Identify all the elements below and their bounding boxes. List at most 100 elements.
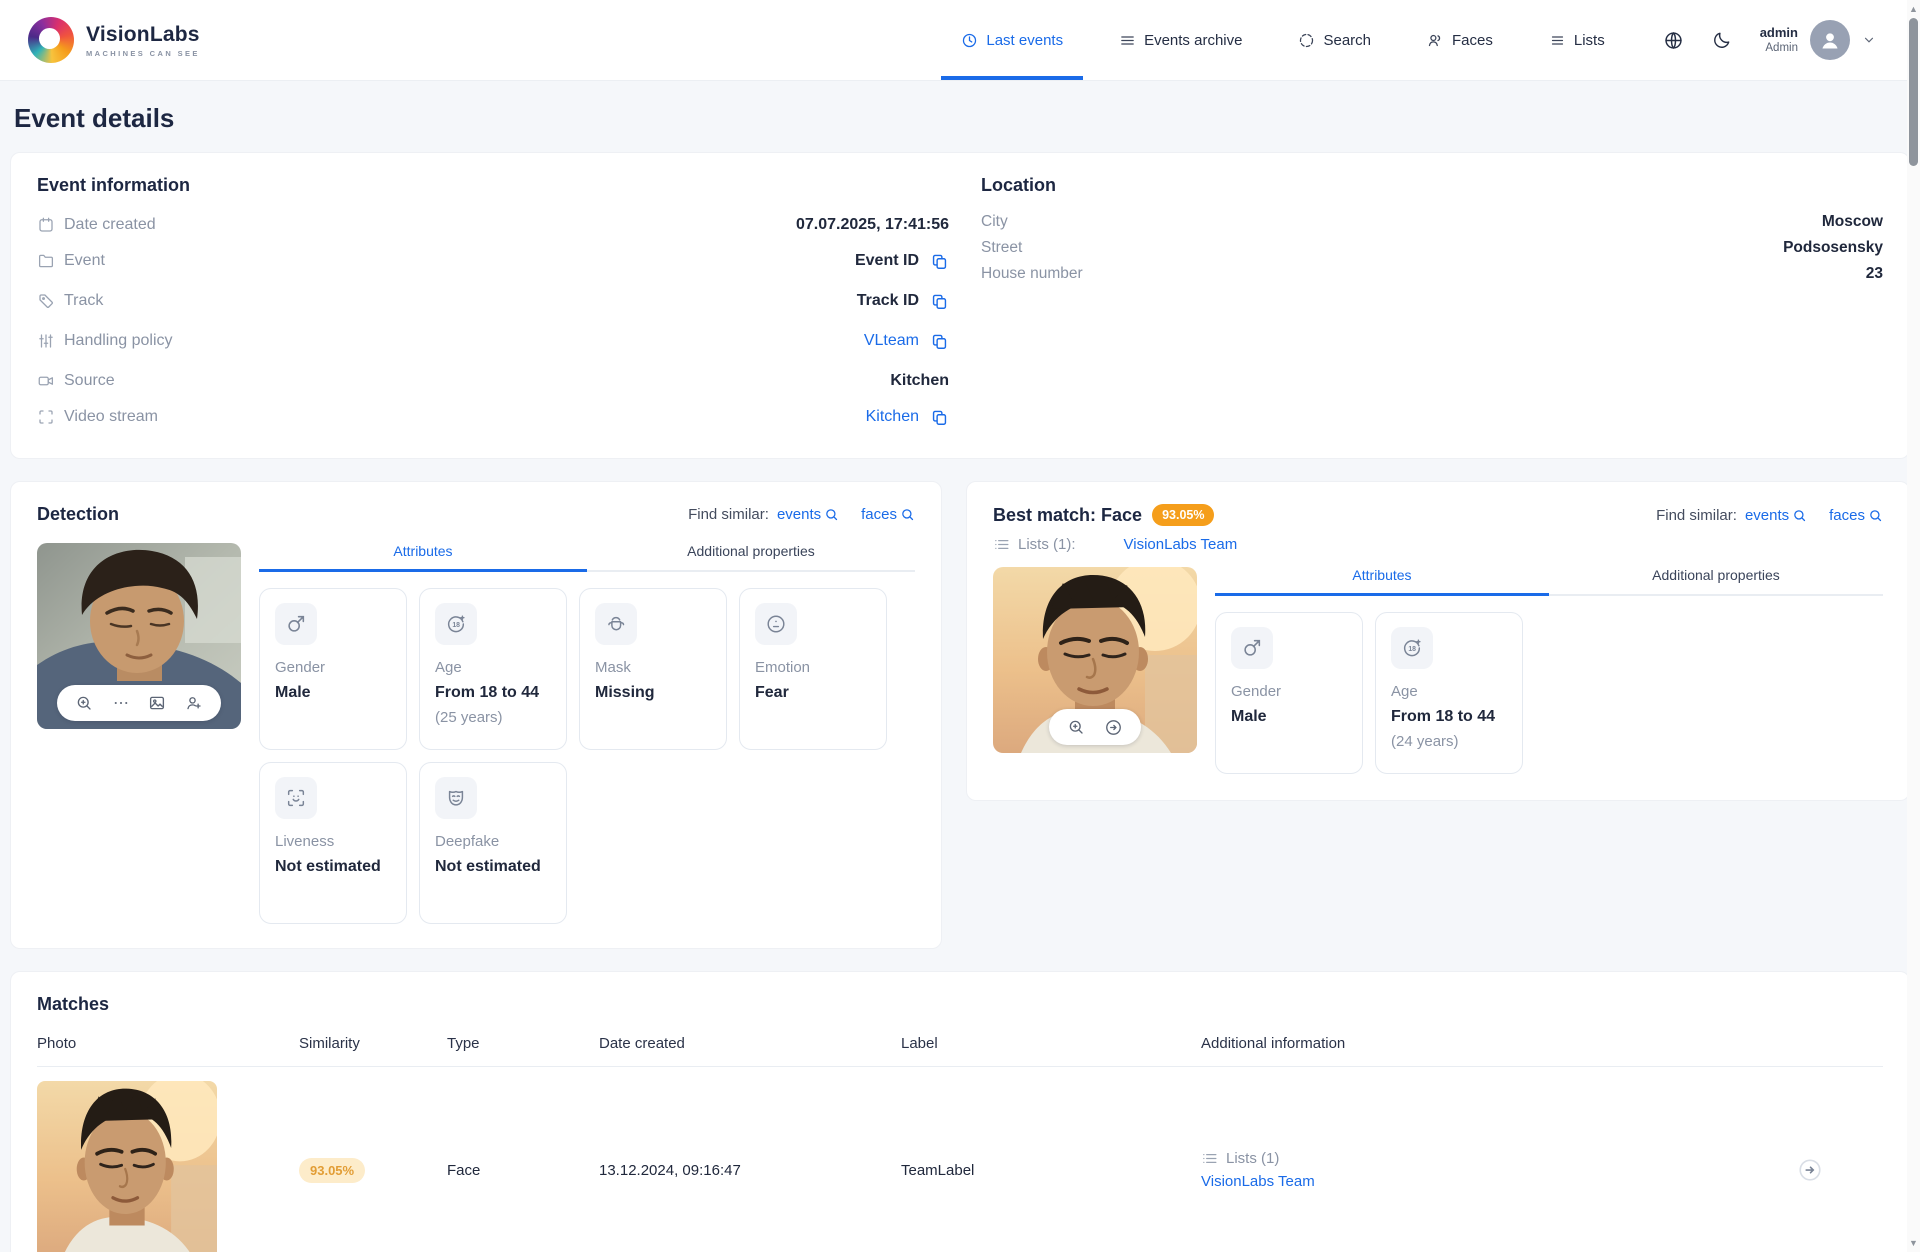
svg-text:18: 18 [452, 622, 460, 629]
dark-mode-moon-icon[interactable] [1712, 30, 1732, 50]
more-options-icon[interactable] [112, 694, 130, 712]
attr-value: Not estimated [275, 858, 381, 875]
go-to-icon[interactable] [1104, 718, 1123, 737]
scroll-up-arrow[interactable]: ▲ [1909, 4, 1918, 14]
match-label: TeamLabel [901, 1161, 975, 1179]
attr-value: Male [1231, 708, 1267, 725]
svg-text:18: 18 [1408, 646, 1416, 653]
column-header-date-created: Date created [599, 1035, 685, 1052]
attribute-card-deepfake: Deepfake Not estimated [419, 762, 567, 924]
handling-policy-link[interactable]: VLteam [863, 332, 919, 349]
scan-frame-icon [37, 408, 55, 426]
attribute-card-gender: Gender Male [1215, 612, 1363, 774]
magnifier-icon [1792, 508, 1807, 523]
match-table-row[interactable]: 93.05% Face 13.12.2024, 09:16:47 TeamLab… [37, 1067, 1883, 1252]
best-match-title: Best match: Face [993, 504, 1143, 525]
video-stream-link[interactable]: Kitchen [865, 408, 919, 425]
copy-icon[interactable] [930, 252, 949, 271]
attr-label: Age [1391, 683, 1418, 700]
location-row-city: City Moscow [981, 212, 1883, 232]
emotion-face-icon [755, 603, 797, 645]
match-type: Face [447, 1161, 481, 1179]
brand-name: VisionLabs [86, 22, 200, 46]
user-name: admin [1759, 24, 1798, 40]
tab-attributes[interactable]: Attributes [1215, 567, 1549, 596]
attr-label: Gender [275, 659, 326, 676]
detection-photo[interactable] [37, 543, 241, 729]
find-similar-faces-link[interactable]: faces [861, 506, 915, 523]
tab-additional-properties[interactable]: Additional properties [1652, 567, 1780, 583]
user-role: Admin [1765, 41, 1798, 54]
nav-label: Events archive [1144, 31, 1243, 49]
nav-tab-last-events[interactable]: Last events [941, 0, 1083, 80]
nav-label: Lists [1573, 31, 1605, 49]
copy-icon[interactable] [930, 408, 949, 427]
add-person-icon[interactable] [185, 694, 203, 712]
deepfake-mask-icon [435, 777, 477, 819]
matches-title: Matches [37, 994, 110, 1014]
match-photo[interactable] [37, 1081, 217, 1252]
visionlabs-team-link[interactable]: VisionLabs Team [1123, 536, 1238, 553]
language-globe-icon[interactable] [1663, 30, 1684, 51]
attr-value: Missing [595, 684, 655, 701]
info-row-track: Track Track ID [37, 288, 949, 314]
location-row-street: Street Podsosensky [981, 238, 1883, 258]
best-match-lists-line: Lists (1): VisionLabs Team [993, 536, 1883, 553]
street-value: Podsosensky [1783, 239, 1883, 256]
find-similar-label: Find similar: [1656, 506, 1737, 524]
tab-additional-properties[interactable]: Additional properties [687, 543, 815, 559]
attribute-card-age: 18 Age From 18 to 44 (25 years) [419, 588, 567, 750]
attr-label: Age [435, 659, 462, 676]
nav-tab-faces[interactable]: Faces [1427, 0, 1493, 80]
find-similar-faces-link[interactable]: faces [1829, 507, 1883, 524]
attribute-card-mask: Mask Missing [579, 588, 727, 750]
info-row-date-created: Date created 07.07.2025, 17:41:56 [37, 212, 949, 238]
location-title: Location [981, 175, 1056, 195]
attr-sub: (25 years) [435, 709, 503, 726]
image-icon[interactable] [148, 694, 166, 712]
find-similar-faces-text: faces [1829, 506, 1865, 524]
find-similar-bar: Find similar: events faces [1656, 507, 1883, 524]
vertical-scrollbar[interactable]: ▲ ▼ [1907, 0, 1920, 1252]
copy-icon[interactable] [930, 332, 949, 351]
chevron-down-icon [1862, 33, 1876, 47]
calendar-icon [37, 216, 55, 234]
city-value: Moscow [1821, 213, 1883, 230]
zoom-in-icon[interactable] [1067, 718, 1085, 736]
best-match-photo[interactable] [993, 567, 1197, 753]
source-value: Kitchen [890, 372, 949, 389]
info-label-text: Handling policy [64, 332, 173, 349]
zoom-in-icon[interactable] [75, 694, 93, 712]
scroll-down-arrow[interactable]: ▼ [1909, 1238, 1918, 1248]
find-similar-label: Find similar: [688, 506, 769, 523]
copy-icon[interactable] [930, 292, 949, 311]
detection-title: Detection [37, 504, 120, 524]
attribute-card-emotion: Emotion Fear [739, 588, 887, 750]
folder-icon [37, 252, 55, 270]
attr-sub: (24 years) [1391, 733, 1459, 750]
visionlabs-logo-icon [28, 17, 74, 63]
nav-tab-search[interactable]: Search [1298, 0, 1371, 80]
detection-tabs: Attributes Additional properties [259, 543, 915, 572]
user-menu[interactable]: admin Admin [1760, 20, 1876, 60]
attr-label: Deepfake [435, 833, 500, 850]
match-list-link[interactable]: VisionLabs Team [1201, 1173, 1315, 1190]
tab-attributes[interactable]: Attributes [259, 543, 587, 572]
info-row-source: Source Kitchen [37, 368, 949, 394]
attr-label: Gender [1231, 683, 1282, 700]
attribute-card-age: 18 Age From 18 to 44 (24 years) [1375, 612, 1523, 774]
find-similar-events-link[interactable]: events [1745, 507, 1807, 524]
scrollbar-thumb[interactable] [1909, 18, 1918, 166]
match-date-created: 13.12.2024, 09:16:47 [599, 1161, 741, 1179]
location-label: Street [981, 239, 1023, 256]
list-bullets-icon [993, 536, 1010, 553]
nav-tab-lists[interactable]: Lists [1549, 0, 1605, 80]
column-header-photo: Photo [37, 1035, 77, 1052]
nav-tab-events-archive[interactable]: Events archive [1119, 0, 1242, 80]
match-similarity-badge: 93.05% [299, 1157, 366, 1183]
info-label-text: Source [64, 372, 115, 389]
detection-photo-toolbar [57, 685, 221, 721]
find-similar-events-link[interactable]: events [777, 506, 839, 523]
open-match-arrow-icon[interactable] [1797, 1157, 1823, 1183]
info-row-event: Event Event ID [37, 248, 949, 274]
